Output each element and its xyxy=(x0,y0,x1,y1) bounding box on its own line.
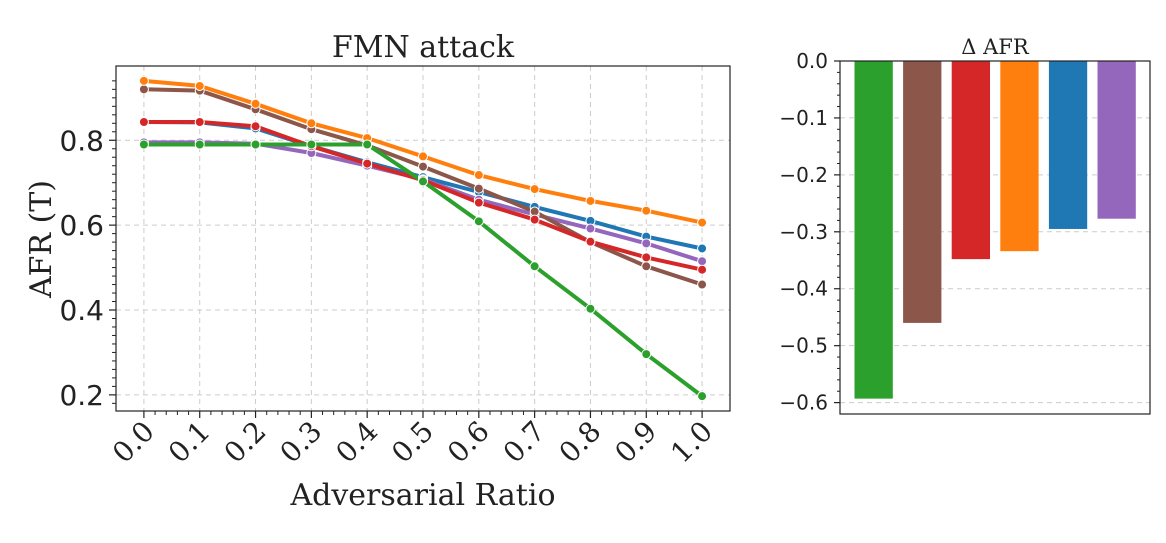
y-tick-label: −0.1 xyxy=(779,106,828,130)
y-tick-label: 0.2 xyxy=(59,379,104,412)
line-chart: FMN attack 0.0 0.1 0.2 0.3 0.4 0.5 0.6 0.7 0.8 0.… xyxy=(24,30,731,513)
data-point xyxy=(641,252,652,263)
bar-chart: Δ AFR 0.0 −0.1 −0.2 −0.3 −0.4 −0.5 −0.6 xyxy=(779,35,1151,415)
data-point xyxy=(641,205,652,216)
bar xyxy=(1048,61,1088,229)
x-tick-label: 0.3 xyxy=(273,415,328,470)
data-point xyxy=(250,121,261,132)
data-point xyxy=(138,117,149,128)
x-tick-label: 0.1 xyxy=(162,415,217,470)
data-point xyxy=(194,139,205,150)
data-point xyxy=(697,391,708,402)
x-tick-label: 0.4 xyxy=(329,415,384,470)
x-tick-label: 0.9 xyxy=(608,415,663,470)
data-point xyxy=(250,98,261,109)
data-point xyxy=(418,161,428,172)
data-point xyxy=(194,117,205,128)
data-point xyxy=(697,279,708,290)
line-chart-markers xyxy=(138,75,708,402)
data-point xyxy=(418,151,428,162)
x-tick-label: 1.0 xyxy=(664,415,719,470)
x-tick-label: 0.5 xyxy=(385,415,440,470)
y-tick-label: 0.8 xyxy=(59,124,104,157)
data-point xyxy=(641,349,652,360)
bar xyxy=(903,61,942,323)
bar-chart-title: Δ AFR xyxy=(961,35,1030,59)
data-point xyxy=(697,217,708,228)
y-tick-label: −0.3 xyxy=(779,220,828,244)
y-tick-label: −0.5 xyxy=(779,334,828,358)
data-point xyxy=(585,236,596,247)
y-tick-label: 0.0 xyxy=(796,49,828,73)
data-point xyxy=(250,139,261,150)
y-tick-label: −0.4 xyxy=(779,277,828,301)
line-chart-x-axis-label: Adversarial Ratio xyxy=(289,478,555,513)
data-point xyxy=(585,195,596,206)
y-tick-label: −0.2 xyxy=(779,163,828,187)
x-tick-label: 0.6 xyxy=(441,415,496,470)
data-point xyxy=(473,197,484,208)
data-point xyxy=(138,75,149,86)
data-point xyxy=(418,176,428,187)
data-point xyxy=(697,264,708,275)
data-point xyxy=(138,139,149,150)
data-point xyxy=(529,261,540,272)
y-tick-label: 0.6 xyxy=(59,209,104,242)
bar-chart-ticks: 0.0 −0.1 −0.2 −0.3 −0.4 −0.5 −0.6 xyxy=(779,49,840,415)
data-point xyxy=(473,170,484,181)
data-point xyxy=(138,84,149,95)
data-point xyxy=(194,80,205,91)
line-chart-title: FMN attack xyxy=(332,30,515,65)
y-tick-label: 0.4 xyxy=(59,294,104,327)
x-tick-label: 0.2 xyxy=(218,415,273,470)
line-chart-plot-frame xyxy=(115,65,731,412)
bar xyxy=(1000,61,1039,252)
data-point xyxy=(697,243,708,254)
x-tick-label: 0.8 xyxy=(553,415,608,470)
data-point xyxy=(306,118,317,129)
bar xyxy=(951,61,990,260)
data-point xyxy=(641,261,652,272)
data-point xyxy=(306,139,317,150)
line-chart-y-axis-label: AFR (T) xyxy=(24,180,59,299)
data-point xyxy=(585,303,596,314)
data-point xyxy=(585,223,596,234)
data-point xyxy=(473,183,484,194)
data-point xyxy=(697,256,708,267)
data-point xyxy=(362,158,373,169)
line-chart-grid xyxy=(116,66,730,411)
x-tick-label: 0.7 xyxy=(497,415,552,470)
data-point xyxy=(473,216,484,227)
data-point xyxy=(529,214,540,225)
data-point xyxy=(529,184,540,195)
bar xyxy=(854,61,893,399)
bar xyxy=(1097,61,1136,219)
data-point xyxy=(641,238,652,249)
bar-chart-bars xyxy=(854,61,1136,399)
bar-chart-plot-frame xyxy=(839,60,1151,415)
y-tick-label: −0.6 xyxy=(779,391,828,415)
x-tick-label: 0.0 xyxy=(106,415,161,470)
data-point xyxy=(362,139,373,150)
